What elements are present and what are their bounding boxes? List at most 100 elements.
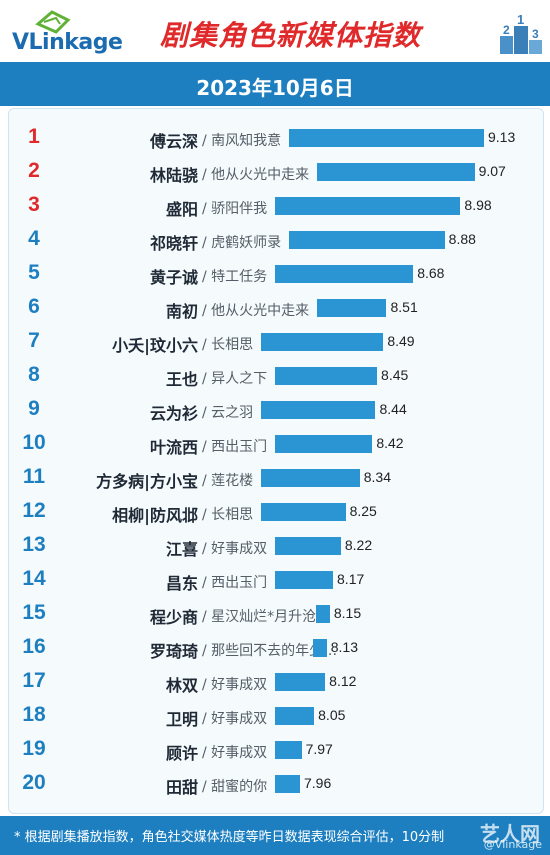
rank-number: 14 — [22, 567, 46, 590]
value-bar — [315, 605, 330, 623]
value-bar — [261, 401, 376, 419]
vlinkage-logo: VLinkage — [8, 8, 128, 56]
ranking-row: 8 王也 / 异人之下 8.45 — [0, 359, 550, 393]
drama-title: / 南风知我意 — [202, 133, 282, 149]
ranking-row: 19 顾许 / 好事成双 7.97 — [0, 733, 550, 767]
drama-title: / 长相思 — [202, 337, 254, 353]
ranking-row: 9 云为衫 / 云之羽 8.44 — [0, 393, 550, 427]
svg-text:3: 3 — [532, 27, 539, 41]
character-name: 云为衫 — [149, 404, 198, 423]
rank-number: 13 — [22, 533, 46, 556]
character-name: 林双 — [165, 676, 198, 695]
rank-number: 8 — [28, 363, 40, 386]
value-bar — [261, 469, 360, 487]
character-name: 相柳|防风邶 — [112, 506, 198, 525]
character-name: 顾许 — [165, 744, 198, 763]
value-label: 8.68 — [417, 265, 445, 281]
ranking-row: 16 罗琦琦 / 那些回不去的年少… 8.13 — [0, 631, 550, 665]
rank-number: 1 — [28, 125, 40, 148]
rank-number: 5 — [28, 261, 40, 284]
podium-icon: 2 1 3 — [500, 12, 542, 54]
rank-number: 2 — [28, 159, 40, 182]
date-label: 2023年10月6日 — [196, 76, 354, 100]
value-bar — [275, 775, 300, 793]
rank-number: 15 — [22, 601, 46, 624]
value-bar — [275, 265, 414, 283]
value-label: 8.12 — [329, 673, 357, 689]
ranking-row: 5 黄子诚 / 特工任务 8.68 — [0, 257, 550, 291]
character-name: 卫明 — [165, 710, 198, 729]
character-name: 王也 — [165, 370, 198, 389]
drama-title: / 他从火光中走来 — [202, 303, 310, 319]
drama-title: / 星汉灿烂*月升沧海 — [202, 609, 331, 625]
drama-title: / 好事成双 — [202, 745, 268, 761]
value-label: 8.05 — [318, 707, 346, 723]
rank-number: 9 — [28, 397, 40, 420]
value-label: 8.13 — [330, 639, 358, 655]
rank-number: 19 — [22, 737, 46, 760]
logo-text: VLinkage — [12, 30, 123, 55]
value-label: 9.07 — [478, 163, 506, 179]
drama-title: / 西出玉门 — [202, 439, 268, 455]
ranking-row: 12 相柳|防风邶 / 长相思 8.25 — [0, 495, 550, 529]
value-label: 8.22 — [344, 537, 373, 553]
character-name: 小夭|玟小六 — [112, 336, 198, 355]
header: VLinkage 剧集角色新媒体指数 2 1 3 — [0, 0, 550, 62]
drama-title: / 好事成双 — [202, 541, 268, 557]
footer: * 根据剧集播放指数，角色社交媒体热度等昨日数据表现综合评估，10分制 艺人网 … — [0, 816, 550, 855]
value-bar — [261, 333, 384, 351]
drama-title: / 他从火光中走来 — [202, 167, 310, 183]
character-name: 田甜 — [165, 778, 198, 797]
character-name: 方多病|方小宝 — [96, 472, 198, 491]
value-label: 7.97 — [305, 741, 333, 757]
rank-number: 3 — [28, 193, 40, 216]
value-bar — [317, 163, 475, 181]
ranking-row: 15 程少商 / 星汉灿烂*月升沧海 8.15 — [0, 597, 550, 631]
date-band: 2023年10月6日 — [0, 62, 550, 106]
character-name: 叶流西 — [149, 438, 198, 457]
page-title: 剧集角色新媒体指数 — [160, 19, 422, 52]
value-bar — [275, 571, 334, 589]
rank-number: 11 — [22, 465, 46, 488]
watermark-handle: @Vlinkage — [483, 838, 542, 851]
character-name: 盛阳 — [165, 200, 198, 219]
ranking-row: 14 昌东 / 西出玉门 8.17 — [0, 563, 550, 597]
drama-title: / 骄阳伴我 — [202, 201, 268, 217]
character-name: 罗琦琦 — [149, 642, 198, 661]
drama-title: / 云之羽 — [202, 405, 254, 421]
logo-envelope-icon — [35, 10, 71, 34]
ranking-row: 10 叶流西 / 西出玉门 8.42 — [0, 427, 550, 461]
svg-text:1: 1 — [517, 12, 524, 27]
character-name: 林陆骁 — [149, 166, 198, 185]
rank-number: 18 — [22, 703, 46, 726]
value-bar — [312, 639, 327, 657]
value-label: 7.96 — [304, 775, 332, 791]
drama-title: / 长相思 — [202, 507, 254, 523]
rank-number: 17 — [22, 669, 46, 692]
value-label: 9.13 — [488, 129, 516, 145]
ranking-row: 11 方多病|方小宝 / 莲花楼 8.34 — [0, 461, 550, 495]
value-bar — [317, 299, 387, 317]
rank-number: 20 — [22, 771, 46, 794]
ranking-row: 20 田甜 / 甜蜜的你 7.96 — [0, 767, 550, 801]
ranking-panel — [8, 108, 544, 814]
value-bar — [275, 197, 461, 215]
ranking-row: 4 祁晓轩 / 虎鹤妖师录 8.88 — [0, 223, 550, 257]
character-name: 昌东 — [165, 574, 198, 593]
drama-title: / 异人之下 — [202, 371, 268, 387]
value-bar — [275, 435, 373, 453]
ranking-row: 13 江喜 / 好事成双 8.22 — [0, 529, 550, 563]
rank-number: 4 — [28, 227, 40, 250]
svg-text:2: 2 — [503, 23, 510, 37]
ranking-row: 6 南初 / 他从火光中走来 8.51 — [0, 291, 550, 325]
ranking-row: 17 林双 / 好事成双 8.12 — [0, 665, 550, 699]
value-bar — [289, 129, 484, 147]
value-bar — [275, 673, 326, 691]
value-label: 8.44 — [379, 401, 407, 417]
value-bar — [275, 707, 315, 725]
character-name: 傅云深 — [149, 132, 198, 151]
value-label: 8.45 — [381, 367, 409, 383]
rank-number: 12 — [22, 499, 46, 522]
value-label: 8.98 — [464, 197, 492, 213]
ranking-row: 7 小夭|玟小六 / 长相思 8.49 — [0, 325, 550, 359]
